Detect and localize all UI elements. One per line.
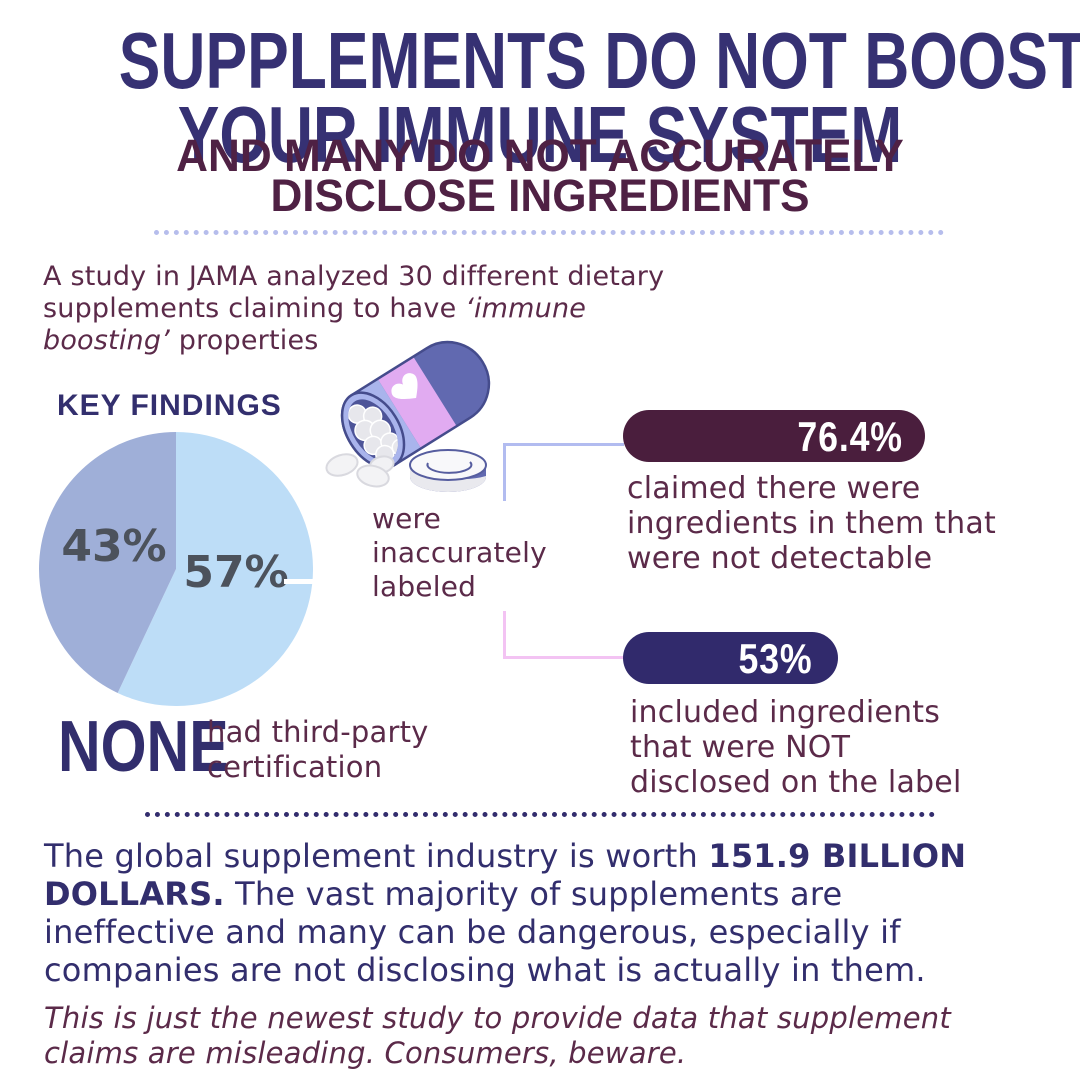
finding-text-53: included ingredients that were NOT disclos… bbox=[630, 695, 962, 800]
stat-badge-76: 76.4% bbox=[623, 410, 925, 462]
connector-top-horizontal bbox=[503, 443, 624, 446]
key-findings-label: KEY FINDINGS bbox=[57, 389, 282, 422]
connector-bottom-vertical bbox=[503, 611, 506, 659]
intro-paragraph: A study in JAMA analyzed 30 different di… bbox=[43, 261, 665, 356]
pie-leader-line bbox=[284, 579, 318, 584]
none-stat-caption: had third-party certification bbox=[207, 715, 429, 784]
bottle-cap bbox=[409, 449, 487, 492]
loose-pill bbox=[325, 453, 359, 477]
loose-pill bbox=[356, 464, 390, 488]
industry-paragraph: The global supplement industry is worth … bbox=[44, 837, 967, 989]
finding-text-76: claimed there were ingredients in them th… bbox=[627, 471, 996, 576]
bottle-body bbox=[340, 340, 491, 475]
pie-slice-label-43: 43% bbox=[61, 521, 167, 572]
heart-icon bbox=[391, 373, 418, 400]
footer-note: This is just the newest study to provide… bbox=[44, 1001, 951, 1070]
dotted-divider-bottom bbox=[145, 812, 935, 817]
page-subtitle-line2: DISCLOSE INGREDIENTS bbox=[270, 170, 810, 221]
connector-bottom-horizontal bbox=[503, 656, 624, 659]
stat-badge-76-value: 76.4% bbox=[797, 413, 903, 460]
page-title-line1: SUPPLEMENTS DO NOT BOOST bbox=[118, 16, 1080, 105]
page-subtitle: AND MANY DO NOT ACCURATELY DISCLOSE INGR… bbox=[0, 130, 1080, 221]
pie-slice-43% bbox=[39, 432, 176, 693]
bottle-caption: were inaccurately labeled bbox=[372, 502, 547, 603]
stat-badge-53: 53% bbox=[623, 632, 838, 684]
page-title-line2: YOUR IMMUNE SYSTEM bbox=[177, 90, 903, 179]
connector-top-vertical bbox=[503, 443, 506, 501]
pie-slice-57% bbox=[117, 432, 313, 706]
page-title: SUPPLEMENTS DO NOT BOOST YOUR IMMUNE SYS… bbox=[0, 16, 1080, 179]
pill-bottle-illustration bbox=[325, 340, 491, 492]
pie-slice-label-57: 57% bbox=[183, 547, 289, 598]
none-stat-value: NONE bbox=[58, 707, 229, 787]
stat-badge-53-value: 53% bbox=[738, 635, 813, 682]
dotted-divider-top bbox=[154, 230, 944, 235]
pie-chart bbox=[39, 432, 313, 706]
page-subtitle-line1: AND MANY DO NOT ACCURATELY bbox=[176, 130, 904, 181]
